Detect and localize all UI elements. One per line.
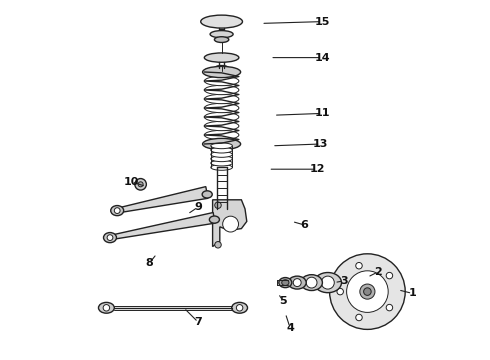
Ellipse shape <box>215 66 229 71</box>
Ellipse shape <box>204 53 239 62</box>
Circle shape <box>215 202 221 208</box>
Text: 15: 15 <box>315 17 330 27</box>
Ellipse shape <box>288 276 306 289</box>
Ellipse shape <box>204 103 239 113</box>
Ellipse shape <box>204 130 239 140</box>
Text: 14: 14 <box>315 53 330 63</box>
Ellipse shape <box>204 139 239 149</box>
Ellipse shape <box>202 66 241 78</box>
Ellipse shape <box>202 191 212 198</box>
Circle shape <box>321 276 334 289</box>
Ellipse shape <box>232 302 247 313</box>
Text: 9: 9 <box>194 202 202 212</box>
Ellipse shape <box>210 31 233 38</box>
Circle shape <box>222 216 239 232</box>
Text: 8: 8 <box>146 258 153 268</box>
Ellipse shape <box>103 233 117 243</box>
Ellipse shape <box>204 67 239 77</box>
Circle shape <box>360 284 375 299</box>
Circle shape <box>114 208 120 213</box>
Ellipse shape <box>279 278 292 288</box>
Ellipse shape <box>301 275 322 291</box>
Circle shape <box>346 271 388 312</box>
Circle shape <box>107 235 113 240</box>
Ellipse shape <box>211 165 232 170</box>
Ellipse shape <box>215 37 229 42</box>
Circle shape <box>356 314 362 321</box>
Text: 3: 3 <box>340 276 348 286</box>
Ellipse shape <box>211 156 232 162</box>
Circle shape <box>364 288 371 295</box>
Text: 1: 1 <box>409 288 416 298</box>
Text: 13: 13 <box>313 139 328 149</box>
Circle shape <box>337 288 343 295</box>
Ellipse shape <box>202 138 241 150</box>
Ellipse shape <box>98 302 114 313</box>
Ellipse shape <box>204 121 239 131</box>
Ellipse shape <box>204 85 239 95</box>
Polygon shape <box>213 200 247 247</box>
Ellipse shape <box>314 273 342 293</box>
Polygon shape <box>110 212 215 240</box>
Text: 5: 5 <box>279 296 287 306</box>
Text: 10: 10 <box>124 177 139 187</box>
Ellipse shape <box>211 160 232 166</box>
Circle shape <box>330 254 405 329</box>
Ellipse shape <box>204 112 239 122</box>
Circle shape <box>135 179 147 190</box>
Ellipse shape <box>204 94 239 104</box>
Circle shape <box>103 305 110 311</box>
Circle shape <box>306 277 317 288</box>
Polygon shape <box>117 186 208 213</box>
Ellipse shape <box>204 76 239 86</box>
Circle shape <box>293 279 301 287</box>
Circle shape <box>138 182 143 187</box>
Text: 6: 6 <box>300 220 308 230</box>
Text: 12: 12 <box>309 164 325 174</box>
Ellipse shape <box>211 143 232 149</box>
Circle shape <box>236 305 243 311</box>
Circle shape <box>215 242 221 248</box>
Ellipse shape <box>211 147 232 153</box>
Ellipse shape <box>111 206 123 216</box>
Circle shape <box>356 262 362 269</box>
Ellipse shape <box>209 216 220 223</box>
Circle shape <box>386 273 392 279</box>
Ellipse shape <box>211 152 232 157</box>
Text: 7: 7 <box>195 317 202 327</box>
Text: 4: 4 <box>286 323 294 333</box>
Circle shape <box>386 304 392 311</box>
Ellipse shape <box>201 15 243 28</box>
Text: 11: 11 <box>315 108 330 118</box>
Text: 2: 2 <box>374 267 382 277</box>
Ellipse shape <box>282 280 289 285</box>
